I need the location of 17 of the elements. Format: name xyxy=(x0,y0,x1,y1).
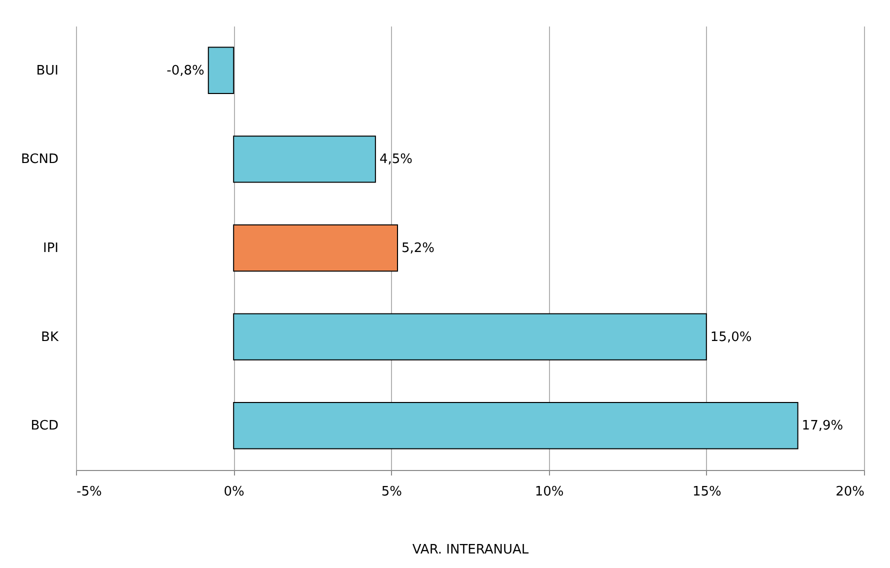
data-label: -0,8% xyxy=(166,63,204,78)
data-label: 15,0% xyxy=(710,330,752,345)
x-axis-title: VAR. INTERANUAL xyxy=(412,542,530,558)
x-tick-label: -5% xyxy=(76,484,102,500)
x-tick-label: 0% xyxy=(224,484,244,500)
y-tick-label: BCD xyxy=(30,418,58,434)
x-tick-label: 20% xyxy=(836,484,864,500)
x-tick-label: 5% xyxy=(381,484,402,500)
x-tick-label: 15% xyxy=(692,484,722,500)
y-tick-label: IPI xyxy=(42,241,58,256)
data-label: 17,9% xyxy=(802,418,844,434)
data-label: 4,5% xyxy=(379,152,412,168)
y-tick-label: BUI xyxy=(36,63,58,78)
y-tick-label: BCND xyxy=(20,152,58,168)
x-tick-label: 10% xyxy=(534,484,564,500)
y-tick-label: BK xyxy=(41,330,59,345)
data-label: 5,2% xyxy=(402,241,435,256)
